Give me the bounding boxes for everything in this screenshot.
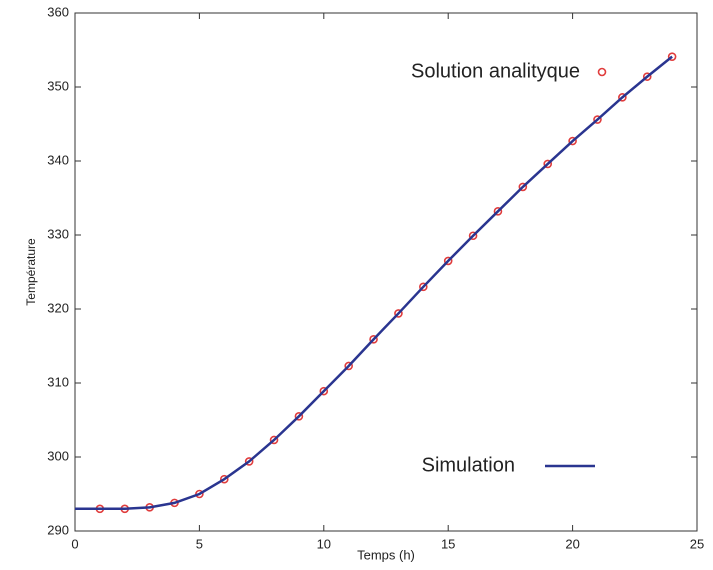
data-point	[319, 386, 329, 396]
x-tick-label: 25	[690, 536, 704, 551]
y-tick-label: 290	[47, 522, 69, 537]
data-point	[543, 159, 553, 169]
legend-label: Solution analityque	[411, 60, 580, 82]
y-tick-label: 320	[47, 300, 69, 315]
series-line	[75, 55, 673, 511]
legend-label: Simulation	[422, 454, 515, 476]
legend-marker	[597, 67, 607, 77]
x-tick-label: 5	[196, 536, 203, 551]
data-point	[394, 309, 403, 318]
x-axis-label: Temps (h)	[357, 547, 415, 562]
plot-frame	[74, 12, 698, 532]
data-point	[419, 282, 428, 292]
data-point	[568, 136, 577, 146]
x-tick-label: 10	[317, 536, 331, 551]
y-tick-label: 340	[47, 152, 69, 167]
data-point	[244, 457, 254, 466]
y-tick-label: 300	[47, 448, 69, 463]
data-point	[344, 361, 353, 371]
y-tick-label: 310	[47, 374, 69, 389]
data-point	[493, 207, 503, 216]
data-point	[618, 93, 627, 102]
data-point	[593, 115, 602, 124]
y-tick-label: 330	[47, 226, 69, 241]
x-tick-label: 0	[71, 536, 78, 551]
data-point	[642, 72, 652, 81]
x-tick-label: 20	[565, 536, 579, 551]
data-point	[294, 411, 304, 421]
data-point	[369, 335, 378, 344]
y-axis-label: Température	[24, 238, 38, 306]
x-tick-label: 15	[441, 536, 455, 551]
y-tick-label: 350	[47, 78, 69, 93]
data-point	[269, 435, 279, 445]
data-point	[518, 182, 528, 192]
data-point	[667, 52, 677, 61]
data-point	[468, 231, 478, 241]
data-point	[219, 474, 229, 484]
data-point	[443, 256, 453, 266]
y-tick-label: 360	[47, 4, 69, 19]
